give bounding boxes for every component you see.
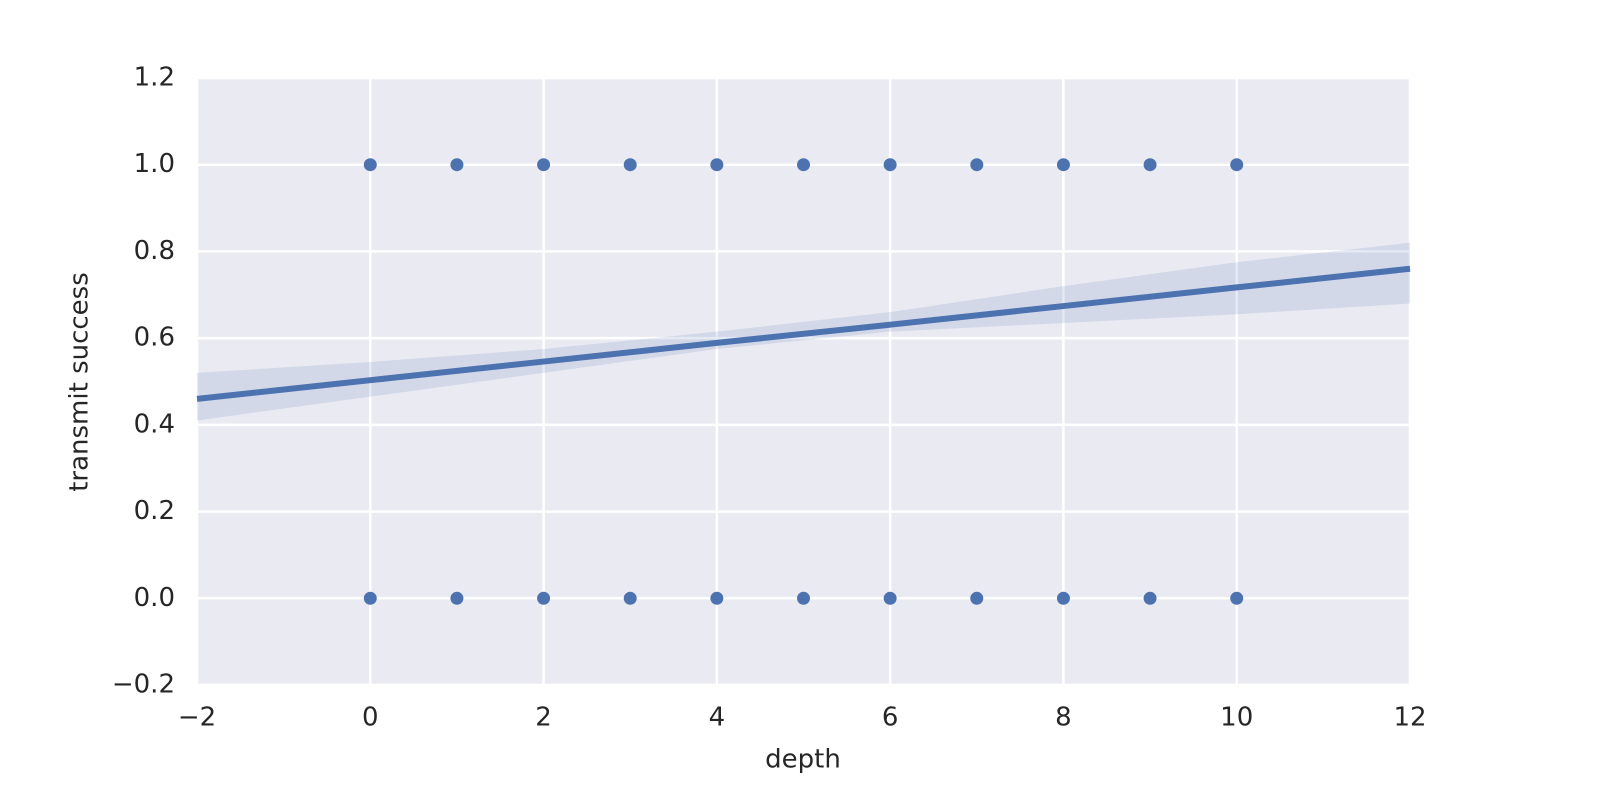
data-point <box>1056 591 1070 605</box>
y-tick-label: 0.6 <box>134 323 175 353</box>
data-point <box>1230 158 1244 172</box>
y-tick-label: 1.0 <box>134 149 175 179</box>
data-point <box>537 591 551 605</box>
data-point <box>363 158 377 172</box>
data-point <box>710 591 724 605</box>
y-tick-label: 0.4 <box>134 409 175 439</box>
data-point <box>537 158 551 172</box>
x-tick-label: 0 <box>362 703 379 733</box>
data-point <box>1230 591 1244 605</box>
data-point <box>883 591 897 605</box>
data-point <box>450 158 464 172</box>
data-point <box>623 158 637 172</box>
x-tick-label: 4 <box>709 703 726 733</box>
regression-line <box>196 265 1411 402</box>
y-axis-label: transmit success <box>65 272 95 492</box>
data-point <box>1056 158 1070 172</box>
x-tick-label: 2 <box>535 703 552 733</box>
y-tick-label: 0.8 <box>134 236 175 266</box>
x-tick-label: 10 <box>1220 703 1253 733</box>
data-point <box>710 158 724 172</box>
data-point <box>970 158 984 172</box>
x-axis-label: depth <box>765 745 841 775</box>
y-tick-label: 1.2 <box>134 63 175 93</box>
x-tick-label: 8 <box>1055 703 1072 733</box>
plot-area <box>197 78 1410 685</box>
y-tick-label: 0.2 <box>134 496 175 526</box>
data-point <box>1143 158 1157 172</box>
data-point <box>797 158 810 172</box>
data-point <box>450 591 464 605</box>
x-tick-label: 12 <box>1393 703 1426 733</box>
data-point <box>363 591 377 605</box>
x-tick-label: 6 <box>882 703 899 733</box>
y-tick-label: 0.0 <box>134 583 175 613</box>
data-point <box>623 591 637 605</box>
data-point <box>970 591 984 605</box>
y-tick-label: −0.2 <box>112 670 175 700</box>
data-point <box>883 158 897 172</box>
data-point <box>1143 591 1157 605</box>
x-tick-label: −2 <box>178 703 216 733</box>
data-point <box>797 591 810 605</box>
